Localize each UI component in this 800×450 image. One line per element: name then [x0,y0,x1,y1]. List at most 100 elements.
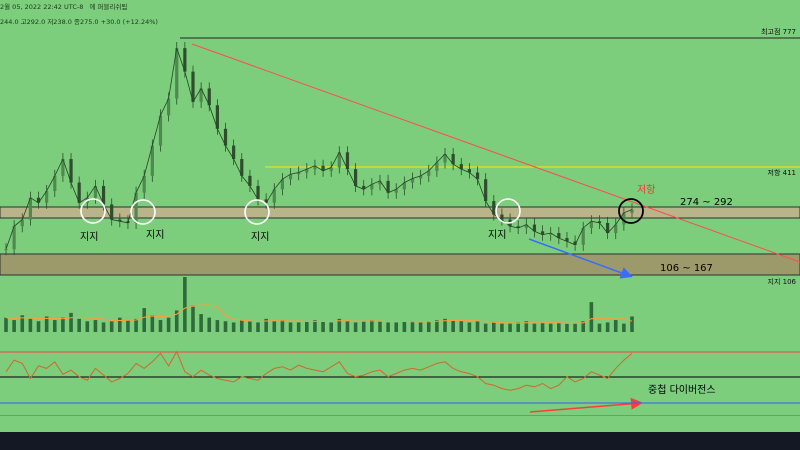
candle-body [191,71,195,102]
volume-bar [4,317,8,332]
volume-bar [166,317,171,332]
volume-bar [321,321,325,332]
volume-bar [207,317,212,332]
symbol-info-bar: 2월 05, 2022 22:42 UTC-8 에 퍼블리쉬됨 [0,0,800,16]
candle-body [166,98,171,116]
volume-bar [77,318,81,332]
support-label-1: 지지 [80,231,98,243]
level-label-106: 지지 106 [768,277,797,286]
volume-bar [329,322,333,332]
volume-bar [93,320,98,332]
candle-body [500,214,504,220]
volume-bar [215,320,220,332]
volume-bar [394,322,399,332]
volume-bar [613,320,618,332]
candle-body [53,175,57,191]
resistance-label: 저항 [637,184,655,196]
blue-arrow [528,238,633,279]
candle-body [435,162,439,171]
candle-body [69,159,73,183]
zone-band-106-167 [0,253,800,276]
candle-body [20,219,24,227]
support-label-3: 지지 [251,231,269,243]
support-circle-3 [244,199,270,225]
candle-body [118,219,122,222]
volume-bar [516,322,520,332]
candle-body [345,152,350,170]
candle-body [248,175,252,186]
candle-body [272,189,276,203]
volume-bar [61,317,65,332]
volume-bar [500,323,504,332]
candle-body [540,231,545,235]
bottom-toolbar-strip [0,432,800,450]
volume-bar [548,323,553,332]
volume-bar [459,321,464,332]
volume-bar [69,312,73,332]
level-label-777: 최고점 777 [761,27,796,36]
header-publisher: 에 퍼블리쉬됨 [89,3,128,11]
volume-bar [12,320,16,332]
volume-bar [174,310,179,332]
volume-bar [264,318,268,332]
volume-bar [467,322,472,332]
volume-bar [451,320,455,332]
volume-bar [101,322,106,332]
volume-bar [532,323,537,332]
zone-label-274-292: 274 ~ 292 [680,197,733,208]
volume-bar [239,320,244,332]
volume-bar [20,315,25,332]
candle-body [183,48,187,72]
volume-bar [199,314,203,332]
candle-body [394,189,398,193]
candle-body [240,159,244,176]
candle-body [549,233,553,235]
time-axis[interactable] [0,415,800,433]
volume-bar [426,321,431,332]
volume-bar [524,321,529,332]
volume-bar [280,320,285,332]
candle-body [427,170,431,176]
volume-bar [418,322,423,332]
candle-body [12,226,16,250]
candle-body [606,222,610,234]
candle-body [150,145,154,176]
divergence-label: 중첩 다이버전스 [648,384,716,396]
candle-body [264,199,268,203]
volume-bar [435,320,439,332]
candle-body [4,249,8,251]
candle-body [93,185,98,198]
candle-body [467,169,472,173]
volume-bar [305,321,309,332]
candle-body [573,241,577,245]
volume-bar [345,321,350,332]
support-circle-2 [130,199,156,225]
candle-body [532,224,537,232]
support-circle-1 [80,198,106,224]
volume-bar [85,321,90,332]
candle-body [362,185,366,190]
resistance-trend-line [191,43,800,263]
candle-body [614,224,618,234]
volume-bar [605,322,610,332]
level-label-411: 저항 411 [768,168,796,177]
support-circles [80,198,521,225]
ohlc-values: 244.0 고292.0 저238.0 종275.0 +30.0 (+12.24… [0,18,158,26]
volume-bar [491,322,496,332]
volume-bar [118,317,122,332]
volume-bar [597,323,602,332]
resistance-circle [618,198,644,224]
volume-bar [353,322,358,332]
volume-bar [410,321,415,332]
candle-body [410,178,415,183]
candle-body [622,212,626,225]
candle-body [492,201,496,215]
candle-body [28,197,32,220]
candle-body [370,184,374,190]
candle-body [215,105,219,129]
candle-body [459,164,463,170]
candle-body [419,175,423,179]
candle-body [175,48,179,99]
